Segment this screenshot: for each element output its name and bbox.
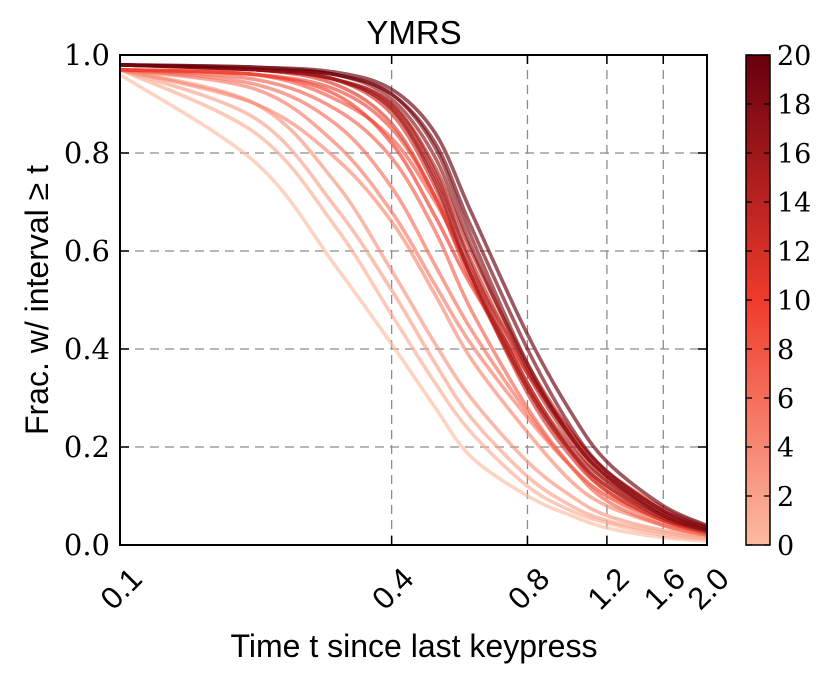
series-line-ymrs-3 — [120, 67, 707, 538]
y-tick-label: 0.2 — [64, 430, 110, 464]
chart-title: YMRS — [366, 14, 461, 51]
colorbar-tick-label: 12 — [777, 237, 811, 268]
colorbar-tick-label: 4 — [777, 433, 794, 464]
colorbar-tick-label: 16 — [777, 139, 811, 170]
colorbar-tick-label: 20 — [777, 41, 811, 72]
y-tick-label: 0.4 — [64, 332, 110, 366]
colorbar-tick-label: 14 — [777, 188, 811, 219]
series-line-ymrs-6 — [120, 67, 707, 537]
colorbar-tick-label: 6 — [777, 384, 794, 415]
series-line-ymrs-2 — [120, 67, 707, 540]
colorbar-tick-label: 2 — [777, 482, 794, 513]
x-tick-label: 0.1 — [94, 561, 149, 616]
x-tick-label: 2.0 — [681, 561, 736, 616]
x-tick-label: 1.2 — [580, 561, 635, 616]
series-line-ymrs-15 — [120, 63, 707, 533]
series-line-ymrs-4 — [120, 67, 707, 537]
plot-frame — [119, 54, 708, 546]
x-axis-label: Time t since last keypress — [231, 628, 598, 664]
series-line-ymrs-1 — [120, 67, 707, 541]
x-tick-label: 0.4 — [365, 561, 420, 616]
series-line-ymrs-7 — [120, 67, 707, 537]
colorbar-ticks: 0 2 4 6 8 10 12 14 16 18 20 — [746, 41, 811, 562]
colorbar-tick-label: 10 — [777, 286, 811, 317]
y-tick-label: 1.0 — [64, 38, 110, 72]
series-line-ymrs-20 — [120, 63, 707, 528]
colorbar-tick-label: 8 — [777, 335, 794, 366]
series-lines — [120, 63, 707, 543]
series-line-ymrs-0 — [120, 72, 707, 543]
y-axis-ticks: 0.0 0.2 0.4 0.6 0.8 1.0 — [64, 38, 707, 562]
y-tick-label: 0.8 — [64, 136, 110, 170]
x-tick-label: 0.8 — [501, 561, 556, 616]
y-tick-label: 0.6 — [64, 234, 110, 268]
y-tick-label: 0.0 — [64, 528, 110, 562]
y-axis-label: Frac. w/ interval ≥ t — [19, 165, 55, 435]
colorbar-tick-label: 18 — [777, 90, 811, 121]
colorbar-tick-label: 0 — [777, 531, 794, 562]
